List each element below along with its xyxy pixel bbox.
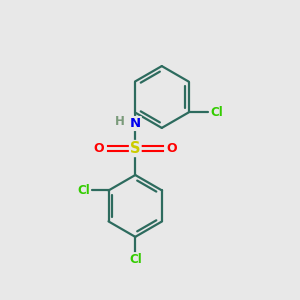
Text: S: S	[130, 141, 140, 156]
Text: O: O	[166, 142, 177, 155]
Text: Cl: Cl	[77, 184, 90, 197]
Text: Cl: Cl	[210, 106, 223, 119]
Text: Cl: Cl	[129, 253, 142, 266]
Text: H: H	[115, 115, 125, 128]
Text: O: O	[94, 142, 104, 155]
Text: N: N	[130, 117, 141, 130]
